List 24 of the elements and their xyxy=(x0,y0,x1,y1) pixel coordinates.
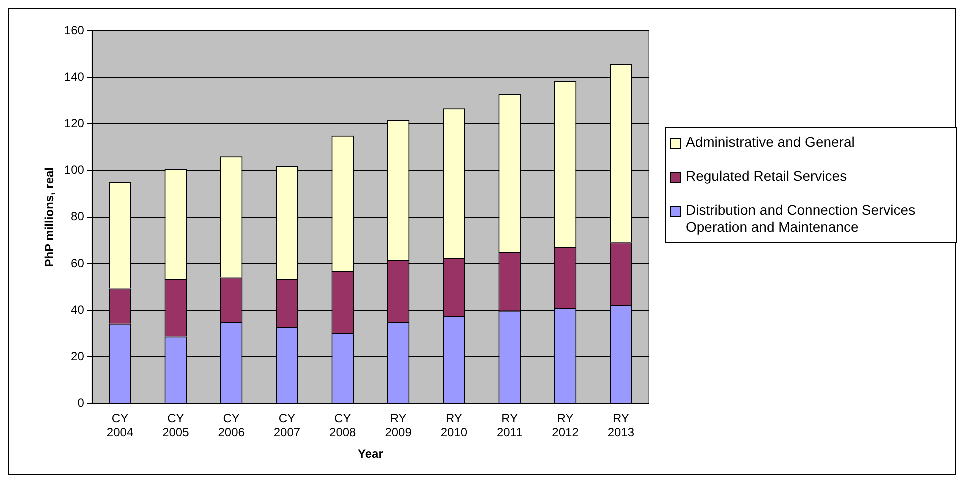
y-tick-label: 160 xyxy=(64,23,85,38)
x-tick-label: CY 2004 xyxy=(106,411,134,440)
x-tick-label: CY 2006 xyxy=(218,411,246,440)
legend-label: Administrative and General xyxy=(686,134,855,151)
x-tick-label: CY 2007 xyxy=(274,411,301,440)
x-tick-label: RY 2010 xyxy=(440,411,468,440)
x-tick-label: RY 2011 xyxy=(496,411,524,440)
y-tick-label: 100 xyxy=(64,163,85,178)
x-axis-title: Year xyxy=(358,447,384,462)
x-tick-label: CY 2008 xyxy=(330,411,357,440)
x-tick-label: CY 2005 xyxy=(162,411,190,440)
y-tick-label: 0 xyxy=(78,396,85,410)
y-tick-label: 140 xyxy=(64,70,85,84)
legend-label: Regulated Retail Services xyxy=(686,168,848,185)
y-tick-label: 60 xyxy=(71,256,85,270)
y-axis-title: PhP millions, real xyxy=(42,167,57,268)
x-tick-label: RY 2009 xyxy=(385,411,412,440)
y-tick-label: 80 xyxy=(71,210,85,224)
y-tick-label: 20 xyxy=(71,350,85,364)
x-tick-label: RY 2012 xyxy=(552,411,580,440)
y-tick-label: 120 xyxy=(64,116,85,131)
x-tick-label: RY 2013 xyxy=(608,411,635,440)
legend-label: Distribution and Connection Services Operation and Maintenance xyxy=(686,202,917,236)
y-tick-label: 40 xyxy=(71,302,85,317)
